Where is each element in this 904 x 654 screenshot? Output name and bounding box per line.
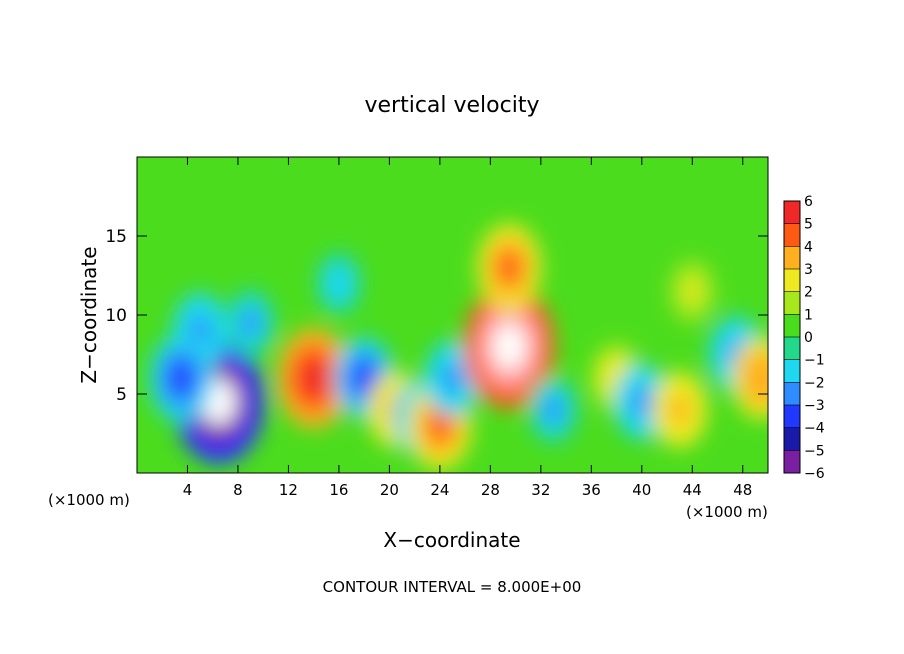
x-tick-label: 20 bbox=[380, 481, 399, 499]
colorbar-swatch bbox=[784, 201, 800, 225]
chart-title: vertical velocity bbox=[364, 93, 539, 118]
colorbar-label: 1 bbox=[804, 307, 813, 323]
colorbar-swatch bbox=[784, 359, 800, 383]
colorbar-label: 0 bbox=[804, 330, 813, 346]
colorbar-label: 6 bbox=[804, 194, 813, 210]
field-feature-core bbox=[189, 316, 211, 346]
colorbar-label: 5 bbox=[804, 217, 813, 233]
colorbar: 6 5 4 3 2 1 0 −1 −2 −3 −4 −5 −6 bbox=[783, 194, 825, 482]
field-feature-core bbox=[299, 359, 328, 398]
colorbar-swatch bbox=[784, 291, 800, 315]
heatmap-field bbox=[137, 157, 768, 473]
y-tick-label: 5 bbox=[116, 385, 127, 405]
colorbar-swatch bbox=[784, 382, 800, 406]
y-axis: 5 10 15 bbox=[105, 227, 768, 405]
x-tick-label: 40 bbox=[632, 481, 651, 499]
colorbar-swatch bbox=[784, 450, 800, 474]
colorbar-label: −4 bbox=[804, 421, 825, 437]
colorbar-swatch bbox=[784, 337, 800, 361]
colorbar-label: 3 bbox=[804, 262, 813, 278]
colorbar-label: −5 bbox=[804, 443, 825, 459]
field-feature-core bbox=[427, 408, 453, 443]
y-axis-label: Z−coordinate bbox=[77, 246, 101, 383]
x-tick-label: 4 bbox=[183, 481, 193, 499]
field-feature-core bbox=[169, 361, 194, 395]
field-feature-core bbox=[669, 395, 691, 425]
colorbar-label: −6 bbox=[804, 466, 825, 482]
colorbar-label: 4 bbox=[804, 239, 813, 255]
field-feature-core bbox=[442, 363, 463, 393]
x-tick-label: 16 bbox=[329, 481, 348, 499]
field-feature-core bbox=[492, 323, 527, 371]
colorbar-swatch bbox=[784, 269, 800, 293]
field-feature-core bbox=[240, 309, 261, 337]
x-tick-label: 48 bbox=[733, 481, 752, 499]
x-tick-label: 8 bbox=[233, 481, 243, 499]
x-tick-label: 24 bbox=[430, 481, 449, 499]
x-axis-label: X−coordinate bbox=[383, 528, 520, 552]
field-blobs bbox=[149, 223, 768, 470]
field-feature-core bbox=[750, 362, 768, 394]
field-feature-core bbox=[330, 271, 348, 296]
x-tick-label: 36 bbox=[582, 481, 601, 499]
x-tick-label: 12 bbox=[279, 481, 298, 499]
colorbar-swatch bbox=[784, 314, 800, 338]
contour-interval-note: CONTOUR INTERVAL = 8.000E+00 bbox=[323, 578, 582, 596]
colorbar-swatch bbox=[784, 223, 800, 247]
colorbar-swatch bbox=[784, 427, 800, 451]
field-feature-core bbox=[543, 396, 564, 424]
colorbar-swatch bbox=[784, 246, 800, 270]
colorbar-label: −1 bbox=[804, 353, 825, 369]
colorbar-swatch bbox=[784, 405, 800, 429]
x-tick-label: 28 bbox=[481, 481, 500, 499]
field-feature-core bbox=[683, 279, 701, 304]
x-tick-label: 32 bbox=[531, 481, 550, 499]
field-feature-core bbox=[497, 250, 522, 285]
y-tick-label: 15 bbox=[105, 227, 127, 247]
colorbar-label: −2 bbox=[804, 375, 825, 391]
field-feature-core bbox=[352, 362, 376, 394]
colorbar-label: 2 bbox=[804, 285, 813, 301]
field-feature-core bbox=[631, 387, 653, 417]
x-tick-label: 44 bbox=[683, 481, 702, 499]
y-tick-label: 10 bbox=[105, 306, 127, 326]
x-unit-left: (×1000 m) bbox=[48, 491, 130, 509]
x-unit-right: (×1000 m) bbox=[686, 503, 768, 521]
colorbar-label: −3 bbox=[804, 398, 825, 414]
x-axis: 4 8 12 16 20 24 28 32 36 40 44 48 bbox=[183, 157, 752, 499]
